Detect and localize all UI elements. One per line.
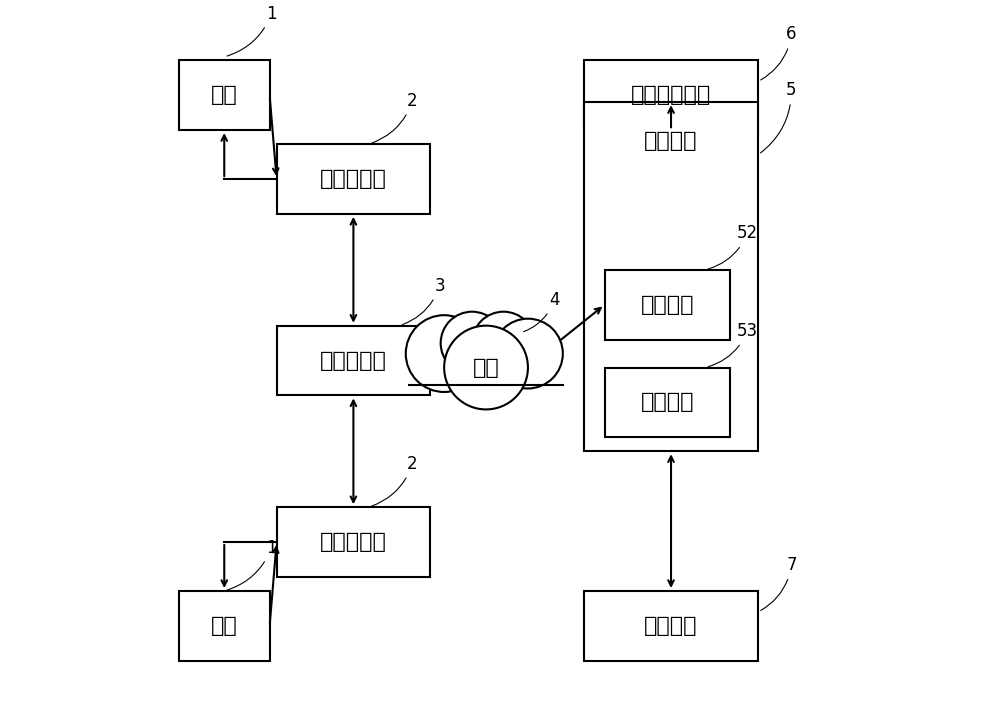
- Text: 路灯: 路灯: [211, 85, 238, 106]
- FancyBboxPatch shape: [605, 367, 730, 437]
- Text: 2: 2: [371, 455, 418, 506]
- Text: 终端控制器: 终端控制器: [320, 169, 387, 189]
- FancyBboxPatch shape: [179, 591, 270, 661]
- Text: 集中控制器: 集中控制器: [320, 351, 387, 370]
- Text: 控制模块: 控制模块: [641, 295, 694, 315]
- FancyBboxPatch shape: [179, 61, 270, 130]
- FancyBboxPatch shape: [584, 591, 758, 661]
- FancyBboxPatch shape: [277, 507, 430, 577]
- Text: 地理信息系统: 地理信息系统: [631, 85, 711, 106]
- Text: 控制中心: 控制中心: [644, 131, 698, 151]
- FancyBboxPatch shape: [584, 102, 758, 451]
- Text: 路灯: 路灯: [211, 616, 238, 636]
- Text: 53: 53: [708, 322, 758, 367]
- FancyBboxPatch shape: [605, 270, 730, 339]
- Text: 维修单位: 维修单位: [644, 616, 698, 636]
- Text: 5: 5: [761, 81, 797, 153]
- Text: 52: 52: [708, 225, 758, 269]
- FancyBboxPatch shape: [584, 61, 758, 130]
- Circle shape: [444, 326, 528, 410]
- Text: 3: 3: [402, 277, 445, 325]
- Text: 1: 1: [227, 539, 277, 590]
- Text: 2: 2: [371, 92, 418, 143]
- Text: 故障模块: 故障模块: [641, 392, 694, 413]
- Text: 终端控制器: 终端控制器: [320, 532, 387, 552]
- FancyBboxPatch shape: [409, 346, 563, 389]
- Circle shape: [406, 315, 483, 392]
- Text: 4: 4: [524, 291, 559, 332]
- Circle shape: [441, 312, 503, 375]
- Circle shape: [493, 319, 563, 389]
- Text: 6: 6: [761, 25, 797, 80]
- Text: 网络: 网络: [473, 358, 499, 377]
- FancyBboxPatch shape: [277, 144, 430, 214]
- Text: 1: 1: [227, 4, 277, 56]
- FancyBboxPatch shape: [277, 326, 430, 396]
- Circle shape: [472, 312, 535, 375]
- Text: 7: 7: [761, 556, 797, 610]
